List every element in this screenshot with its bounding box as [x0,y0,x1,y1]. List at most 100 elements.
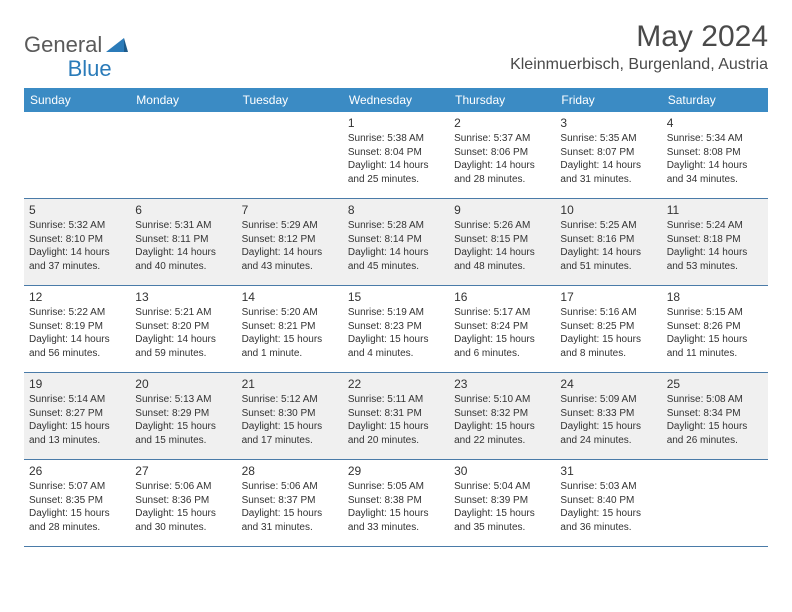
day-info: Sunrise: 5:17 AMSunset: 8:24 PMDaylight:… [454,306,550,360]
day-cell: 16 Sunrise: 5:17 AMSunset: 8:24 PMDayligh… [449,286,555,372]
daylight-line: Daylight: 15 hours and 6 minutes. [454,333,550,360]
sunrise-line: Sunrise: 5:29 AM [242,219,338,233]
day-number: 18 [667,290,763,304]
daylight-line: Daylight: 15 hours and 26 minutes. [667,420,763,447]
sunset-line: Sunset: 8:15 PM [454,233,550,247]
week-row: 19Sunrise: 5:14 AMSunset: 8:27 PMDayligh… [24,373,768,460]
day-info: Sunrise: 5:08 AMSunset: 8:34 PMDaylight:… [667,393,763,447]
day-cell: 15Sunrise: 5:19 AMSunset: 8:23 PMDayligh… [343,286,449,372]
day-header: Thursday [449,88,555,112]
sunset-line: Sunset: 8:19 PM [29,320,125,334]
day-info: Sunrise: 5:06 AMSunset: 8:37 PMDaylight:… [242,480,338,534]
day-cell: 12Sunrise: 5:22 AMSunset: 8:19 PMDayligh… [24,286,130,372]
day-info: Sunrise: 5:35 AMSunset: 8:07 PMDaylight:… [560,132,656,186]
day-cell: 26 Sunrise: 5:07 AMSunset: 8:35 PMDayligh… [24,460,130,546]
day-cell: 31Sunrise: 5:03 AMSunset: 8:40 PMDayligh… [555,460,661,546]
sunrise-line: Sunrise: 5:24 AM [667,219,763,233]
sunset-line: Sunset: 8:16 PM [560,233,656,247]
day-number: 16 [454,290,550,304]
day-number: 26 [29,464,125,478]
day-cell: 29Sunrise: 5:05 AMSunset: 8:38 PMDayligh… [343,460,449,546]
day-header: Friday [555,88,661,112]
daylight-line: Daylight: 15 hours and 4 minutes. [348,333,444,360]
day-cell: 17Sunrise: 5:16 AMSunset: 8:25 PMDayligh… [555,286,661,372]
sunrise-line: Sunrise: 5:38 AM [348,132,444,146]
day-info: Sunrise: 5:21 AMSunset: 8:20 PMDaylight:… [135,306,231,360]
sunset-line: Sunset: 8:31 PM [348,407,444,421]
daylight-line: Daylight: 15 hours and 31 minutes. [242,507,338,534]
day-cell: 2Sunrise: 5:37 AMSunset: 8:06 PMDaylight… [449,112,555,198]
sunset-line: Sunset: 8:40 PM [560,494,656,508]
sunset-line: Sunset: 8:38 PM [348,494,444,508]
week-row: 12Sunrise: 5:22 AMSunset: 8:19 PMDayligh… [24,286,768,373]
day-cell: 30Sunrise: 5:04 AMSunset: 8:39 PMDayligh… [449,460,555,546]
day-headers-row: SundayMondayTuesdayWednesdayThursdayFrid… [24,88,768,112]
sunset-line: Sunset: 8:18 PM [667,233,763,247]
daylight-line: Daylight: 15 hours and 11 minutes. [667,333,763,360]
day-number: 11 [667,203,763,217]
location-subtitle: Kleinmuerbisch, Burgenland, Austria [510,56,768,74]
daylight-line: Daylight: 14 hours and 45 minutes. [348,246,444,273]
day-number: 12 [29,290,125,304]
sunset-line: Sunset: 8:32 PM [454,407,550,421]
sunset-line: Sunset: 8:04 PM [348,146,444,160]
day-number: 17 [560,290,656,304]
daylight-line: Daylight: 15 hours and 22 minutes. [454,420,550,447]
daylight-line: Daylight: 14 hours and 48 minutes. [454,246,550,273]
sunset-line: Sunset: 8:07 PM [560,146,656,160]
day-number: 7 [242,203,338,217]
month-title: May 2024 [510,20,768,54]
day-cell: 7Sunrise: 5:29 AMSunset: 8:12 PMDaylight… [237,199,343,285]
sunset-line: Sunset: 8:36 PM [135,494,231,508]
day-info: Sunrise: 5:07 AMSunset: 8:35 PMDaylight:… [29,480,125,534]
day-number: 4 [667,116,763,130]
day-number: 1 [348,116,444,130]
day-number: 10 [560,203,656,217]
day-number: 29 [348,464,444,478]
day-cell: 28 Sunrise: 5:06 AMSunset: 8:37 PMDayligh… [237,460,343,546]
day-number: 24 [560,377,656,391]
sunrise-line: Sunrise: 5:32 AM [29,219,125,233]
daylight-line: Daylight: 15 hours and 30 minutes. [135,507,231,534]
day-info: Sunrise: 5:38 AMSunset: 8:04 PMDaylight:… [348,132,444,186]
daylight-line: Daylight: 15 hours and 28 minutes. [29,507,125,534]
day-cell: 4Sunrise: 5:34 AMSunset: 8:08 PMDaylight… [662,112,768,198]
sunset-line: Sunset: 8:23 PM [348,320,444,334]
sunrise-line: Sunrise: 5:34 AM [667,132,763,146]
sunrise-line: Sunrise: 5:07 AM [29,480,125,494]
day-info: Sunrise: 5:13 AMSunset: 8:29 PMDaylight:… [135,393,231,447]
day-info: Sunrise: 5:09 AMSunset: 8:33 PMDaylight:… [560,393,656,447]
day-info: Sunrise: 5:15 AMSunset: 8:26 PMDaylight:… [667,306,763,360]
sunrise-line: Sunrise: 5:11 AM [348,393,444,407]
day-header: Saturday [662,88,768,112]
logo: General [24,20,130,58]
daylight-line: Daylight: 14 hours and 25 minutes. [348,159,444,186]
day-cell: 3Sunrise: 5:35 AMSunset: 8:07 PMDaylight… [555,112,661,198]
sunset-line: Sunset: 8:33 PM [560,407,656,421]
sunrise-line: Sunrise: 5:37 AM [454,132,550,146]
sunrise-line: Sunrise: 5:25 AM [560,219,656,233]
sunrise-line: Sunrise: 5:04 AM [454,480,550,494]
daylight-line: Daylight: 15 hours and 35 minutes. [454,507,550,534]
day-header: Tuesday [237,88,343,112]
sunrise-line: Sunrise: 5:03 AM [560,480,656,494]
sunset-line: Sunset: 8:24 PM [454,320,550,334]
day-info: Sunrise: 5:04 AMSunset: 8:39 PMDaylight:… [454,480,550,534]
day-cell: 14Sunrise: 5:20 AMSunset: 8:21 PMDayligh… [237,286,343,372]
day-number: 31 [560,464,656,478]
empty-cell [662,460,768,546]
day-cell: 23Sunrise: 5:10 AMSunset: 8:32 PMDayligh… [449,373,555,459]
sunset-line: Sunset: 8:06 PM [454,146,550,160]
sunset-line: Sunset: 8:20 PM [135,320,231,334]
sunrise-line: Sunrise: 5:06 AM [135,480,231,494]
empty-cell [237,112,343,198]
title-block: May 2024 Kleinmuerbisch, Burgenland, Aus… [510,20,768,74]
day-number: 13 [135,290,231,304]
day-info: Sunrise: 5:37 AMSunset: 8:06 PMDaylight:… [454,132,550,186]
sunrise-line: Sunrise: 5:14 AM [29,393,125,407]
logo-text-general: General [24,32,102,58]
day-cell: 24 Sunrise: 5:09 AMSunset: 8:33 PMDayligh… [555,373,661,459]
day-number: 28 [242,464,338,478]
empty-cell [130,112,236,198]
sunrise-line: Sunrise: 5:10 AM [454,393,550,407]
